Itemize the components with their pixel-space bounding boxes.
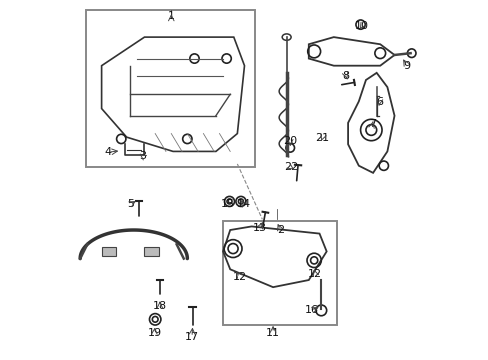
- Bar: [223, 221, 337, 325]
- Bar: [85, 10, 255, 167]
- Text: 1: 1: [167, 11, 174, 21]
- Text: 12: 12: [233, 272, 247, 282]
- Text: 17: 17: [184, 332, 199, 342]
- Text: 11: 11: [265, 328, 280, 338]
- Text: 10: 10: [354, 21, 368, 31]
- Text: 22: 22: [283, 162, 298, 172]
- Text: 21: 21: [315, 133, 329, 143]
- Text: 18: 18: [152, 301, 166, 311]
- Bar: [102, 247, 116, 256]
- Text: 15: 15: [220, 199, 234, 209]
- Text: 13: 13: [252, 223, 266, 233]
- Text: 16: 16: [304, 305, 318, 315]
- Text: 4: 4: [104, 147, 111, 157]
- Text: 14: 14: [236, 199, 250, 209]
- Bar: [144, 247, 159, 256]
- Text: 3: 3: [139, 151, 146, 161]
- Text: 12: 12: [307, 269, 322, 279]
- Text: 5: 5: [126, 199, 133, 209]
- Text: 19: 19: [147, 328, 161, 338]
- Text: 9: 9: [403, 61, 410, 71]
- Text: 2: 2: [276, 225, 283, 235]
- Text: 7: 7: [368, 119, 375, 129]
- Text: 8: 8: [342, 71, 349, 81]
- Text: 20: 20: [283, 136, 297, 147]
- Text: 6: 6: [375, 97, 382, 107]
